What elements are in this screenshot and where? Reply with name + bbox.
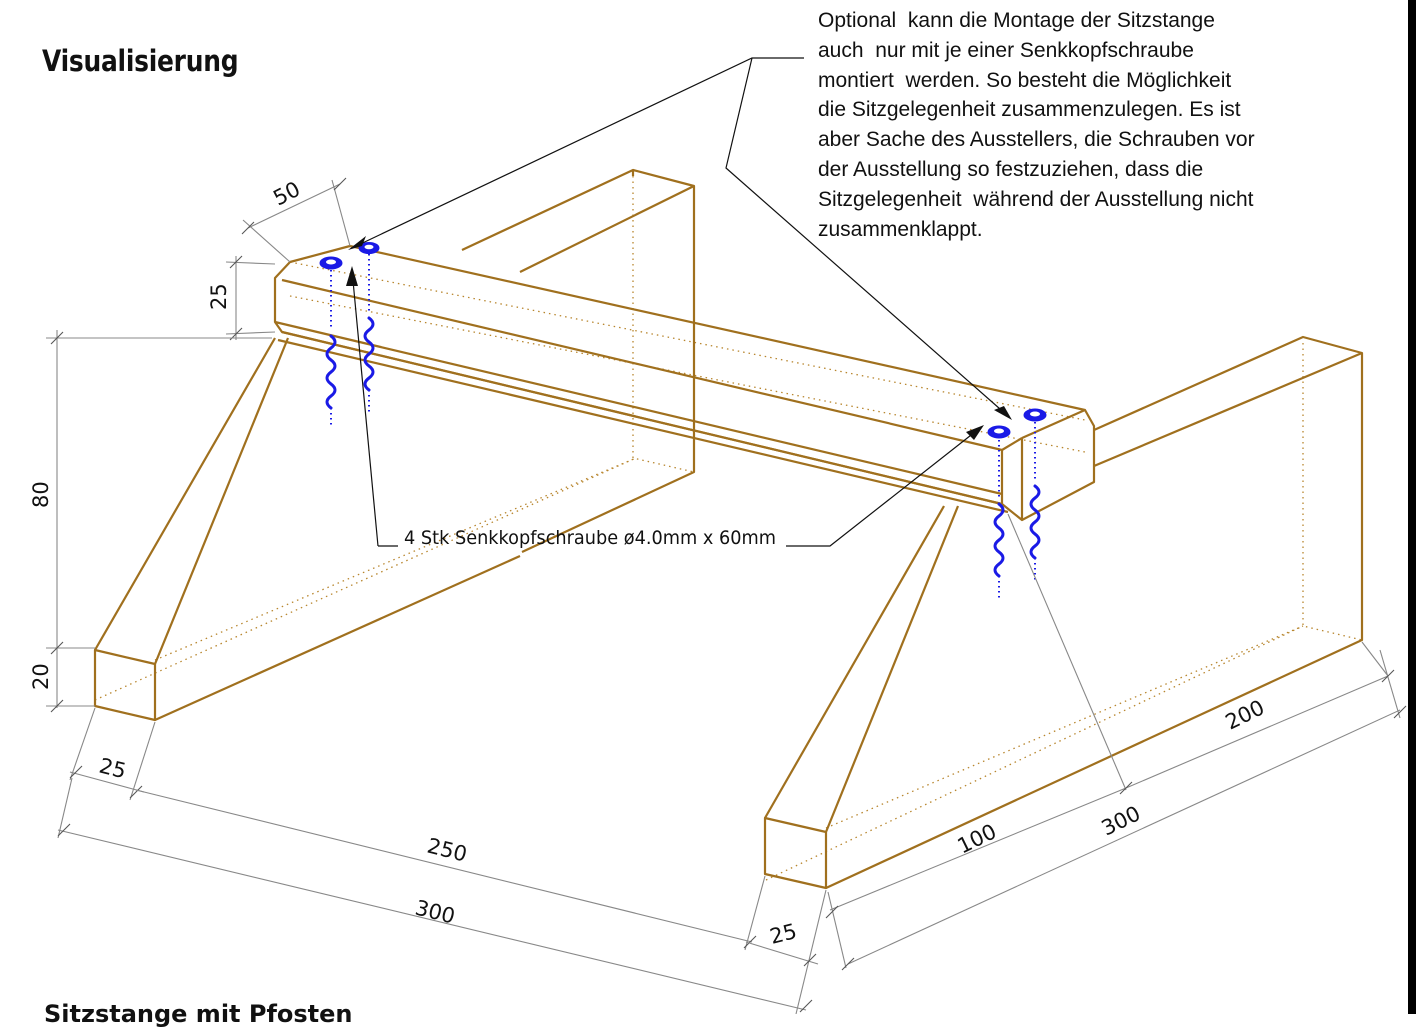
screw-right-front [987, 425, 1011, 598]
note-line: Optional kann die Montage der Sitzstange [818, 9, 1215, 32]
screw-right-back [1023, 408, 1047, 580]
assembly-note: Optional kann die Montage der Sitzstange… [818, 6, 1408, 244]
page-edge-bar [1408, 0, 1416, 1014]
screw-left-back [358, 242, 380, 414]
dim-post-height: 80 [29, 481, 53, 508]
note-line: Sitzgelegenheit während der Ausstellung … [818, 187, 1254, 211]
dim-beam-width: 50 [269, 177, 304, 211]
note-line: zusammenklappt. [818, 217, 983, 241]
dim-beam-height: 25 [207, 283, 231, 310]
frame-back-left [461, 168, 696, 553]
screw-left-front [319, 256, 343, 428]
page-title: Visualisierung [42, 44, 239, 78]
note-line: der Ausstellung so festzuziehen, dass di… [818, 157, 1204, 181]
hidden-edges [94, 176, 1363, 881]
note-line: aber Sache des Ausstellers, die Schraube… [818, 128, 1255, 152]
screw-callout-label: 4 Stk Senkkopfschraube ø4.0mm x 60mm [404, 527, 776, 549]
footer-heading: Sitzstange mit Pfosten [44, 1000, 353, 1028]
dim-base-width-right: 25 [767, 919, 799, 949]
leg-left [93, 337, 521, 722]
note-line: auch nur mit je einer Senkkopfschraube [818, 38, 1194, 62]
dim-foot-300: 300 [1098, 801, 1145, 840]
note-line: die Sitzgelegenheit zusammenzulegen. Es … [818, 98, 1241, 122]
dim-base-height: 20 [29, 663, 53, 690]
leg-right [763, 505, 960, 890]
note-line: montiert werden. So besteht die Möglichk… [818, 68, 1232, 92]
dim-inner-length: 250 [425, 834, 470, 867]
dimension-lines [46, 177, 1407, 1014]
leader-lines [346, 57, 1012, 547]
frame-back-right [825, 335, 1364, 889]
dim-base-width-left: 25 [97, 754, 129, 784]
seat-beam [273, 244, 1096, 522]
dim-total-length: 300 [413, 896, 458, 929]
